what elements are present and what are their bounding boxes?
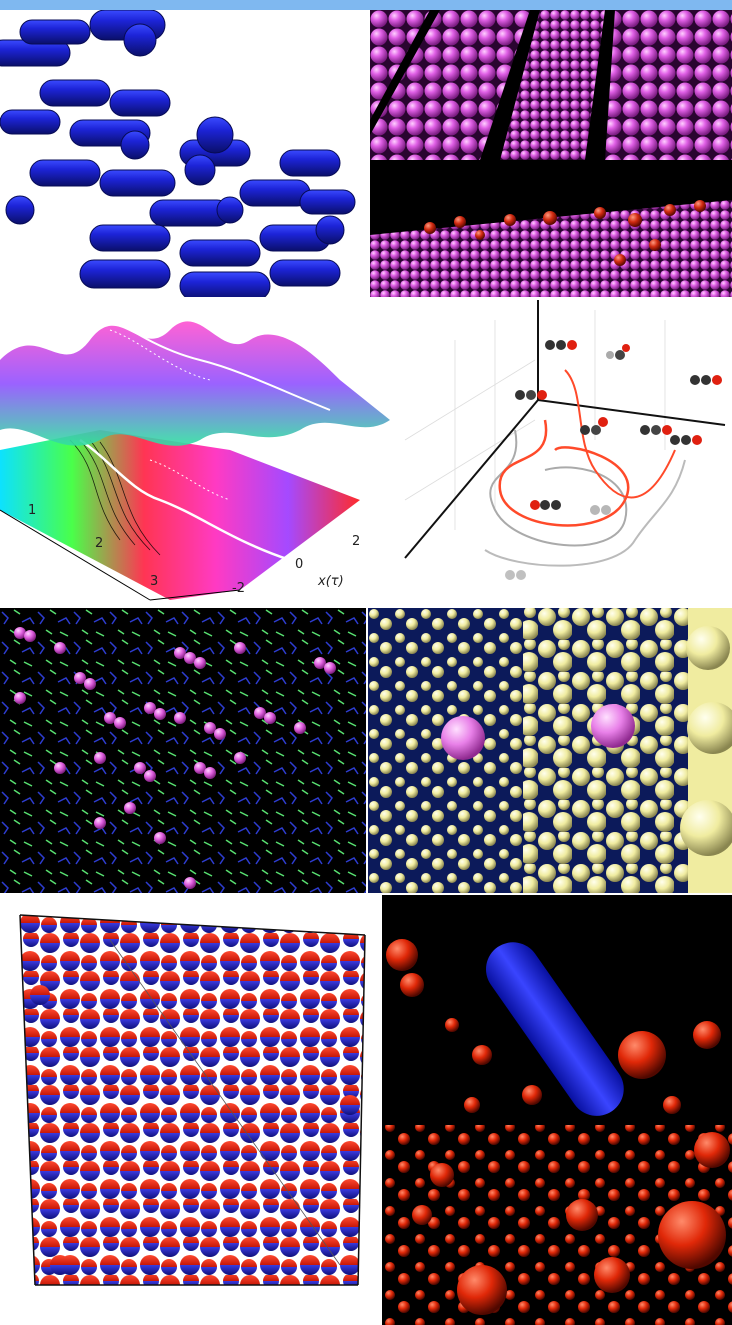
bottom-tick-3: 2: [352, 534, 360, 549]
bottom-tick-1: -2: [232, 581, 245, 596]
bottom-tick-2: 0: [295, 557, 303, 572]
left-tick-3: 3: [150, 574, 158, 589]
left-tick-2: 2: [95, 536, 103, 551]
axis-label: x(τ): [317, 574, 344, 589]
top-color-bar: [0, 0, 732, 10]
panel-3d-trajectory: [395, 300, 732, 605]
panel-magenta-lattice: [370, 10, 732, 297]
panel-janus-box: [0, 895, 382, 1325]
left-tick-1: 1: [28, 503, 36, 518]
panel-rainbow-surface: 1 2 3 -2 0 2 x(τ): [0, 300, 395, 605]
panel-sticks-beads: [0, 608, 366, 893]
panel-blue-molecules: [0, 10, 366, 297]
panel-yellow-spheres: [368, 608, 732, 893]
panel-rod-red-spheres: [382, 895, 732, 1325]
